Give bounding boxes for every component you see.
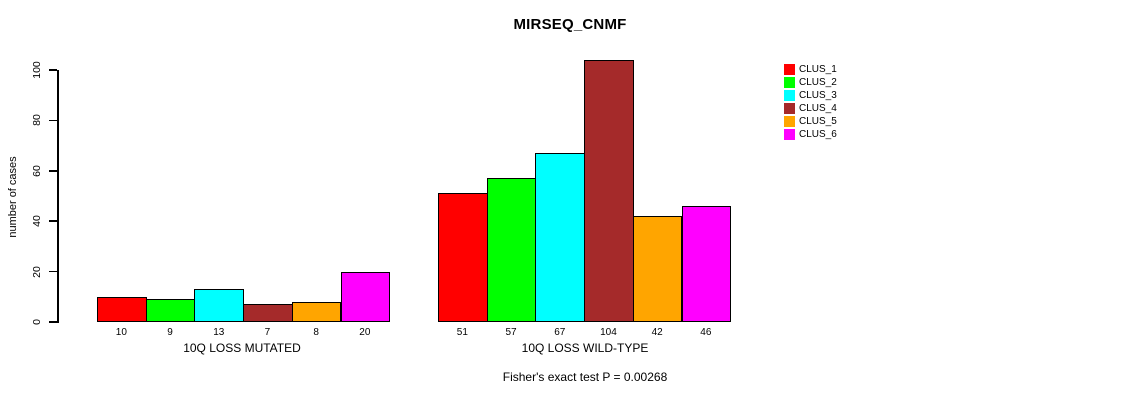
legend-label: CLUS_5 bbox=[799, 116, 837, 127]
legend-item-clus_4: CLUS_4 bbox=[784, 102, 837, 115]
y-tick-label: 20 bbox=[31, 265, 43, 278]
legend-label: CLUS_1 bbox=[799, 64, 837, 75]
bar-value-label: 7 bbox=[264, 327, 271, 338]
bar-clus_6-group1 bbox=[340, 271, 391, 322]
y-axis-tick bbox=[49, 270, 57, 273]
legend-item-clus_6: CLUS_6 bbox=[784, 128, 837, 141]
legend-label: CLUS_3 bbox=[799, 90, 837, 101]
y-tick-label: 0 bbox=[31, 319, 43, 325]
bar-value-label: 57 bbox=[505, 327, 517, 338]
legend-item-clus_3: CLUS_3 bbox=[784, 89, 837, 102]
y-axis-tick bbox=[49, 119, 57, 122]
bar-value-label: 10 bbox=[115, 327, 127, 338]
bar-clus_3-group1 bbox=[194, 289, 245, 322]
y-axis-tick bbox=[49, 69, 57, 71]
legend-label: CLUS_2 bbox=[799, 77, 837, 88]
bar-clus_5-group1 bbox=[291, 301, 342, 322]
group-label-mutated: 10Q LOSS MUTATED bbox=[183, 341, 301, 355]
legend-swatch-clus_1 bbox=[784, 64, 795, 75]
bar-value-label: 13 bbox=[213, 327, 225, 338]
y-axis-tick bbox=[49, 170, 57, 172]
y-tick-label: 60 bbox=[31, 164, 43, 177]
legend-swatch-clus_2 bbox=[784, 77, 795, 88]
legend-swatch-clus_6 bbox=[784, 129, 795, 140]
y-tick-label: 80 bbox=[31, 114, 43, 127]
bar-clus_1-group1 bbox=[97, 296, 147, 322]
bar-value-label: 104 bbox=[600, 327, 617, 338]
legend-item-clus_2: CLUS_2 bbox=[784, 76, 837, 89]
legend-item-clus_5: CLUS_5 bbox=[784, 115, 837, 128]
bar-clus_4-group1 bbox=[243, 304, 293, 322]
bar-clus_3-group2 bbox=[535, 153, 586, 322]
y-axis-line bbox=[57, 70, 59, 323]
bar-clus_1-group2 bbox=[438, 193, 488, 322]
bar-value-label: 51 bbox=[456, 327, 468, 338]
bar-clus_6-group2 bbox=[681, 206, 732, 322]
chart-title: MIRSEQ_CNMF bbox=[513, 16, 627, 33]
legend-label: CLUS_4 bbox=[799, 103, 837, 114]
bar-value-label: 46 bbox=[700, 327, 712, 338]
legend-swatch-clus_4 bbox=[784, 103, 795, 114]
y-axis-title: number of cases bbox=[7, 156, 19, 238]
bar-value-label: 9 bbox=[167, 327, 173, 338]
y-axis-tick bbox=[49, 321, 57, 323]
legend-swatch-clus_3 bbox=[784, 90, 795, 101]
legend-item-clus_1: CLUS_1 bbox=[784, 63, 837, 76]
bar-value-label: 20 bbox=[359, 327, 371, 338]
bar-value-label: 42 bbox=[651, 327, 663, 338]
y-tick-label: 40 bbox=[31, 215, 43, 228]
legend: CLUS_1 CLUS_2 CLUS_3 CLUS_4 CLUS_5 CLUS_6 bbox=[784, 63, 837, 141]
bar-value-label: 8 bbox=[313, 327, 319, 338]
bar-clus_2-group1 bbox=[145, 299, 196, 322]
legend-label: CLUS_6 bbox=[799, 129, 837, 140]
y-axis-tick bbox=[49, 220, 57, 222]
y-tick-label: 100 bbox=[31, 61, 43, 79]
bar-value-label: 67 bbox=[554, 327, 566, 338]
group-label-wild-type: 10Q LOSS WILD-TYPE bbox=[521, 341, 649, 355]
bar-clus_5-group2 bbox=[632, 216, 683, 322]
bar-clus_4-group2 bbox=[584, 59, 634, 322]
legend-swatch-clus_5 bbox=[784, 116, 795, 127]
fisher-test-annotation: Fisher's exact test P = 0.00268 bbox=[502, 370, 668, 384]
bar-clus_2-group2 bbox=[486, 178, 537, 322]
